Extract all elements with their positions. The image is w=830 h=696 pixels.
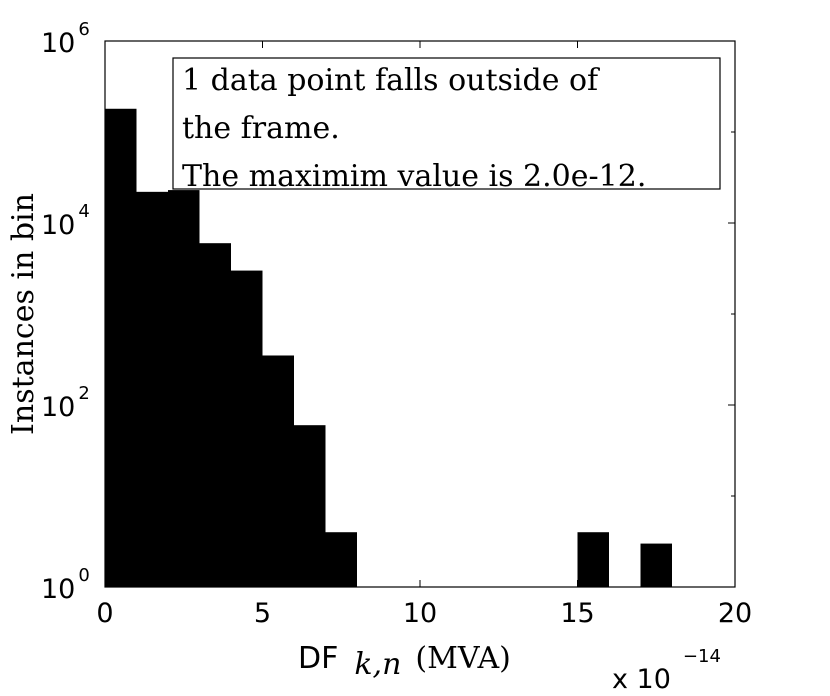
x-axis-title-subscript: k,n — [354, 647, 401, 682]
x-axis-multiplier-base: x 10 — [612, 664, 671, 695]
y-tick-label-base-2: 10 — [41, 210, 75, 241]
histogram-bar-2 — [168, 190, 200, 587]
y-tick-label-1: 10 2 — [41, 383, 90, 423]
axis-ticks — [104, 40, 736, 588]
y-tick-label-exponent-2: 4 — [78, 201, 89, 222]
x-axis-multiplier-exponent: −14 — [683, 646, 721, 667]
y-tick-label-0: 10 0 — [41, 565, 90, 605]
histogram-bar-9 — [640, 543, 672, 587]
histogram-bar-8 — [577, 532, 609, 587]
histogram-bar-3 — [199, 243, 231, 587]
x-axis-multiplier: x 10 −14 — [612, 646, 721, 695]
annotation-line-3: The maximim value is 2.0e-12. — [182, 159, 646, 194]
histogram-bar-4 — [231, 270, 263, 587]
annotation-line-2: the frame. — [182, 111, 340, 146]
histogram-bar-7 — [325, 532, 357, 587]
y-tick-label-2: 10 4 — [41, 201, 90, 241]
x-axis-title-unit: (MVA) — [415, 641, 510, 676]
annotation-line-1: 1 data point falls outside of — [182, 63, 600, 98]
y-tick-label-3: 10 6 — [41, 19, 90, 59]
x-tick-label-1: 5 — [254, 598, 271, 629]
y-tick-label-base-0: 10 — [41, 574, 75, 605]
y-tick-label-exponent-1: 2 — [78, 383, 89, 404]
x-tick-label-3: 15 — [560, 598, 594, 629]
x-tick-label-0: 0 — [96, 598, 113, 629]
histogram-bar-6 — [294, 425, 326, 587]
y-tick-label-exponent-3: 6 — [78, 19, 89, 40]
x-axis-title-prefix: DF — [298, 641, 338, 676]
x-tick-labels: 0 5 10 15 20 — [96, 598, 752, 629]
histogram-bar-1 — [136, 191, 168, 587]
annotation-border — [172, 57, 721, 190]
x-axis-title: DF k,n (MVA) — [298, 641, 511, 682]
histogram-bar-0 — [105, 108, 137, 587]
annotation-box: 1 data point falls outside of the frame.… — [172, 57, 721, 194]
x-tick-label-4: 20 — [718, 598, 752, 629]
y-axis-title: Instances in bin — [6, 193, 41, 435]
y-tick-label-base-1: 10 — [41, 392, 75, 423]
y-tick-label-base-3: 10 — [41, 28, 75, 59]
histogram-bar-5 — [262, 355, 294, 587]
y-tick-label-exponent-0: 0 — [78, 565, 89, 586]
histogram-bars — [105, 108, 672, 587]
x-tick-label-2: 10 — [403, 598, 437, 629]
